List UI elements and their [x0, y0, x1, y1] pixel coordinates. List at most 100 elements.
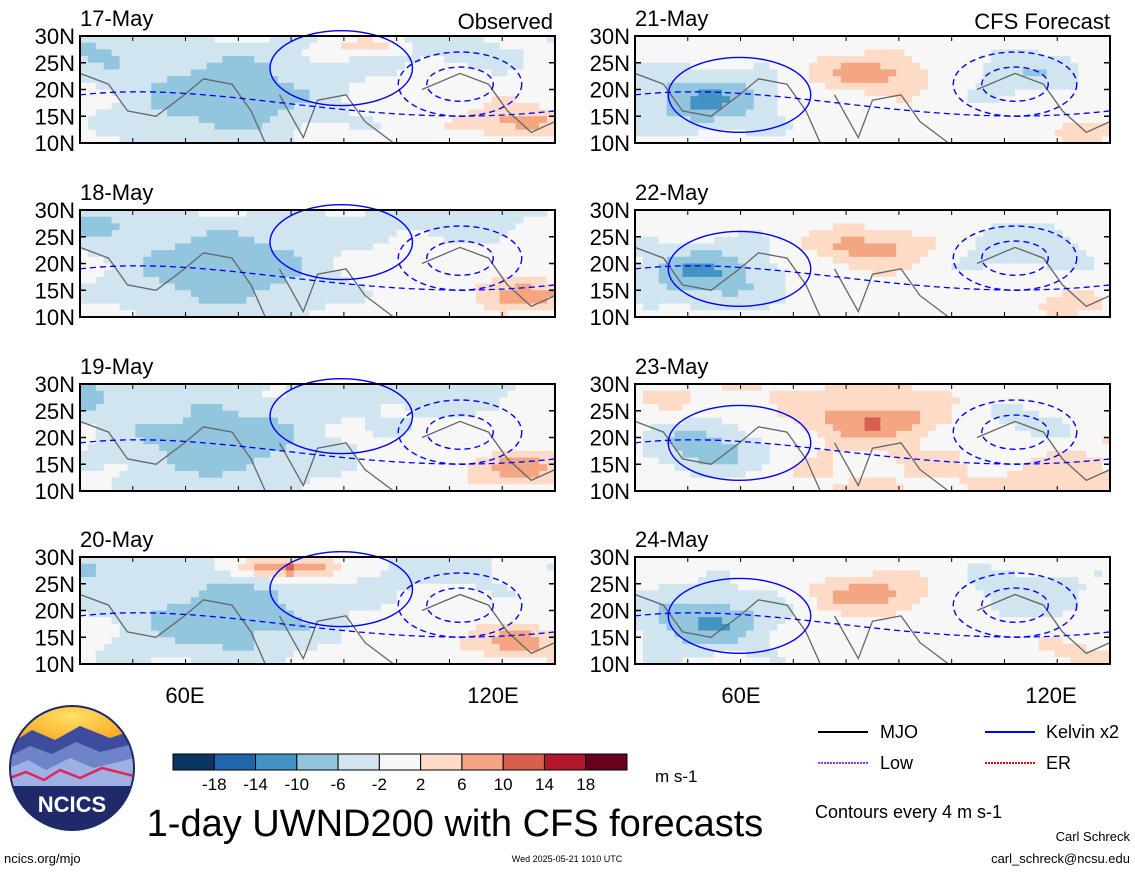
wind-cell	[460, 102, 469, 111]
wind-cell	[714, 122, 723, 131]
wind-cell	[483, 643, 493, 652]
wind-cell	[135, 256, 144, 265]
wind-cell	[848, 129, 858, 137]
wind-cell	[523, 62, 532, 71]
wind-cell	[396, 296, 406, 305]
wind-cell	[262, 450, 271, 459]
wind-cell	[230, 437, 239, 445]
wind-cell	[333, 290, 342, 298]
wind-cell	[730, 102, 739, 111]
wind-cell	[467, 223, 477, 231]
wind-cell	[333, 444, 342, 452]
wind-cell	[372, 603, 382, 612]
wind-cell	[214, 610, 224, 618]
wind-cell	[151, 430, 160, 439]
wind-cell	[254, 384, 263, 392]
wind-cell	[1030, 109, 1040, 117]
wind-cell	[246, 570, 255, 578]
wind-cell	[722, 96, 731, 104]
coastline	[278, 268, 394, 318]
wind-cell	[507, 617, 517, 625]
wind-cell	[119, 129, 129, 137]
wind-cell	[380, 484, 390, 492]
wind-cell	[515, 82, 524, 91]
wind-cell	[167, 390, 176, 398]
wind-cell	[175, 216, 184, 224]
wind-cell	[635, 136, 644, 144]
wind-cell	[151, 390, 160, 398]
wind-cell	[848, 69, 858, 77]
wind-cell	[230, 310, 239, 318]
wind-cell	[491, 82, 501, 91]
wind-cell	[167, 577, 176, 585]
wind-cell	[80, 109, 89, 117]
wind-cell	[793, 122, 802, 131]
wind-cell	[206, 410, 216, 419]
wind-cell	[301, 577, 311, 585]
wind-cell	[365, 450, 374, 459]
wind-cell	[491, 484, 501, 492]
wind-cell	[167, 49, 176, 57]
wind-cell	[301, 390, 311, 398]
wind-cell	[285, 102, 295, 111]
wind-cell	[1046, 122, 1056, 131]
wind-cell	[135, 296, 144, 305]
wind-cell	[452, 570, 461, 578]
wind-cell	[325, 223, 334, 231]
wind-cell	[475, 310, 485, 318]
wind-cell	[214, 76, 224, 84]
wind-cell	[698, 56, 707, 64]
wind-cell	[262, 557, 271, 565]
wind-cell	[182, 36, 192, 44]
wind-cell	[444, 42, 453, 50]
wind-cell	[420, 210, 429, 218]
wind-cell	[190, 470, 200, 479]
wind-cell	[1038, 136, 1048, 144]
wind-cell	[372, 470, 382, 479]
wind-cell	[452, 390, 461, 398]
wind-cell	[547, 129, 556, 137]
wind-cell	[372, 450, 382, 459]
wind-cell	[175, 563, 184, 571]
wind-cell	[372, 129, 382, 137]
wind-cell	[262, 484, 271, 492]
wind-cell	[896, 116, 905, 124]
wind-cell	[349, 216, 358, 224]
wind-cell	[333, 263, 342, 271]
wind-cell	[341, 283, 350, 291]
wind-cell	[825, 89, 834, 97]
wind-cell	[880, 69, 889, 77]
wind-cell	[1102, 129, 1111, 137]
wind-cell	[119, 444, 129, 452]
wind-cell	[95, 136, 105, 144]
wind-cell	[159, 424, 168, 432]
kelvin-contour-negative	[634, 91, 1111, 117]
wind-cell	[412, 570, 422, 578]
wind-cell	[404, 557, 414, 565]
wind-cell	[499, 557, 509, 565]
wind-cell	[127, 283, 137, 291]
wind-cell	[151, 250, 160, 258]
wind-cell	[87, 129, 97, 137]
wind-cell	[404, 116, 414, 124]
wind-cell	[325, 583, 334, 592]
wind-cell	[246, 637, 255, 645]
wind-cell	[167, 236, 176, 245]
wind-cell	[1007, 56, 1016, 64]
wind-cell	[777, 36, 787, 44]
wind-cell	[349, 129, 358, 137]
wind-cell	[95, 303, 105, 311]
wind-cell	[460, 657, 469, 665]
wind-cell	[927, 56, 937, 64]
wind-cell	[341, 450, 350, 459]
wind-cell	[1086, 76, 1095, 84]
wind-cell	[832, 69, 842, 77]
wind-cell	[111, 437, 121, 445]
wind-cell	[547, 256, 556, 265]
wind-cell	[499, 657, 509, 665]
wind-cell	[254, 210, 263, 218]
wind-cell	[467, 397, 477, 405]
wind-cell	[309, 136, 319, 144]
wind-cell	[959, 49, 969, 57]
wind-cell	[491, 457, 501, 465]
